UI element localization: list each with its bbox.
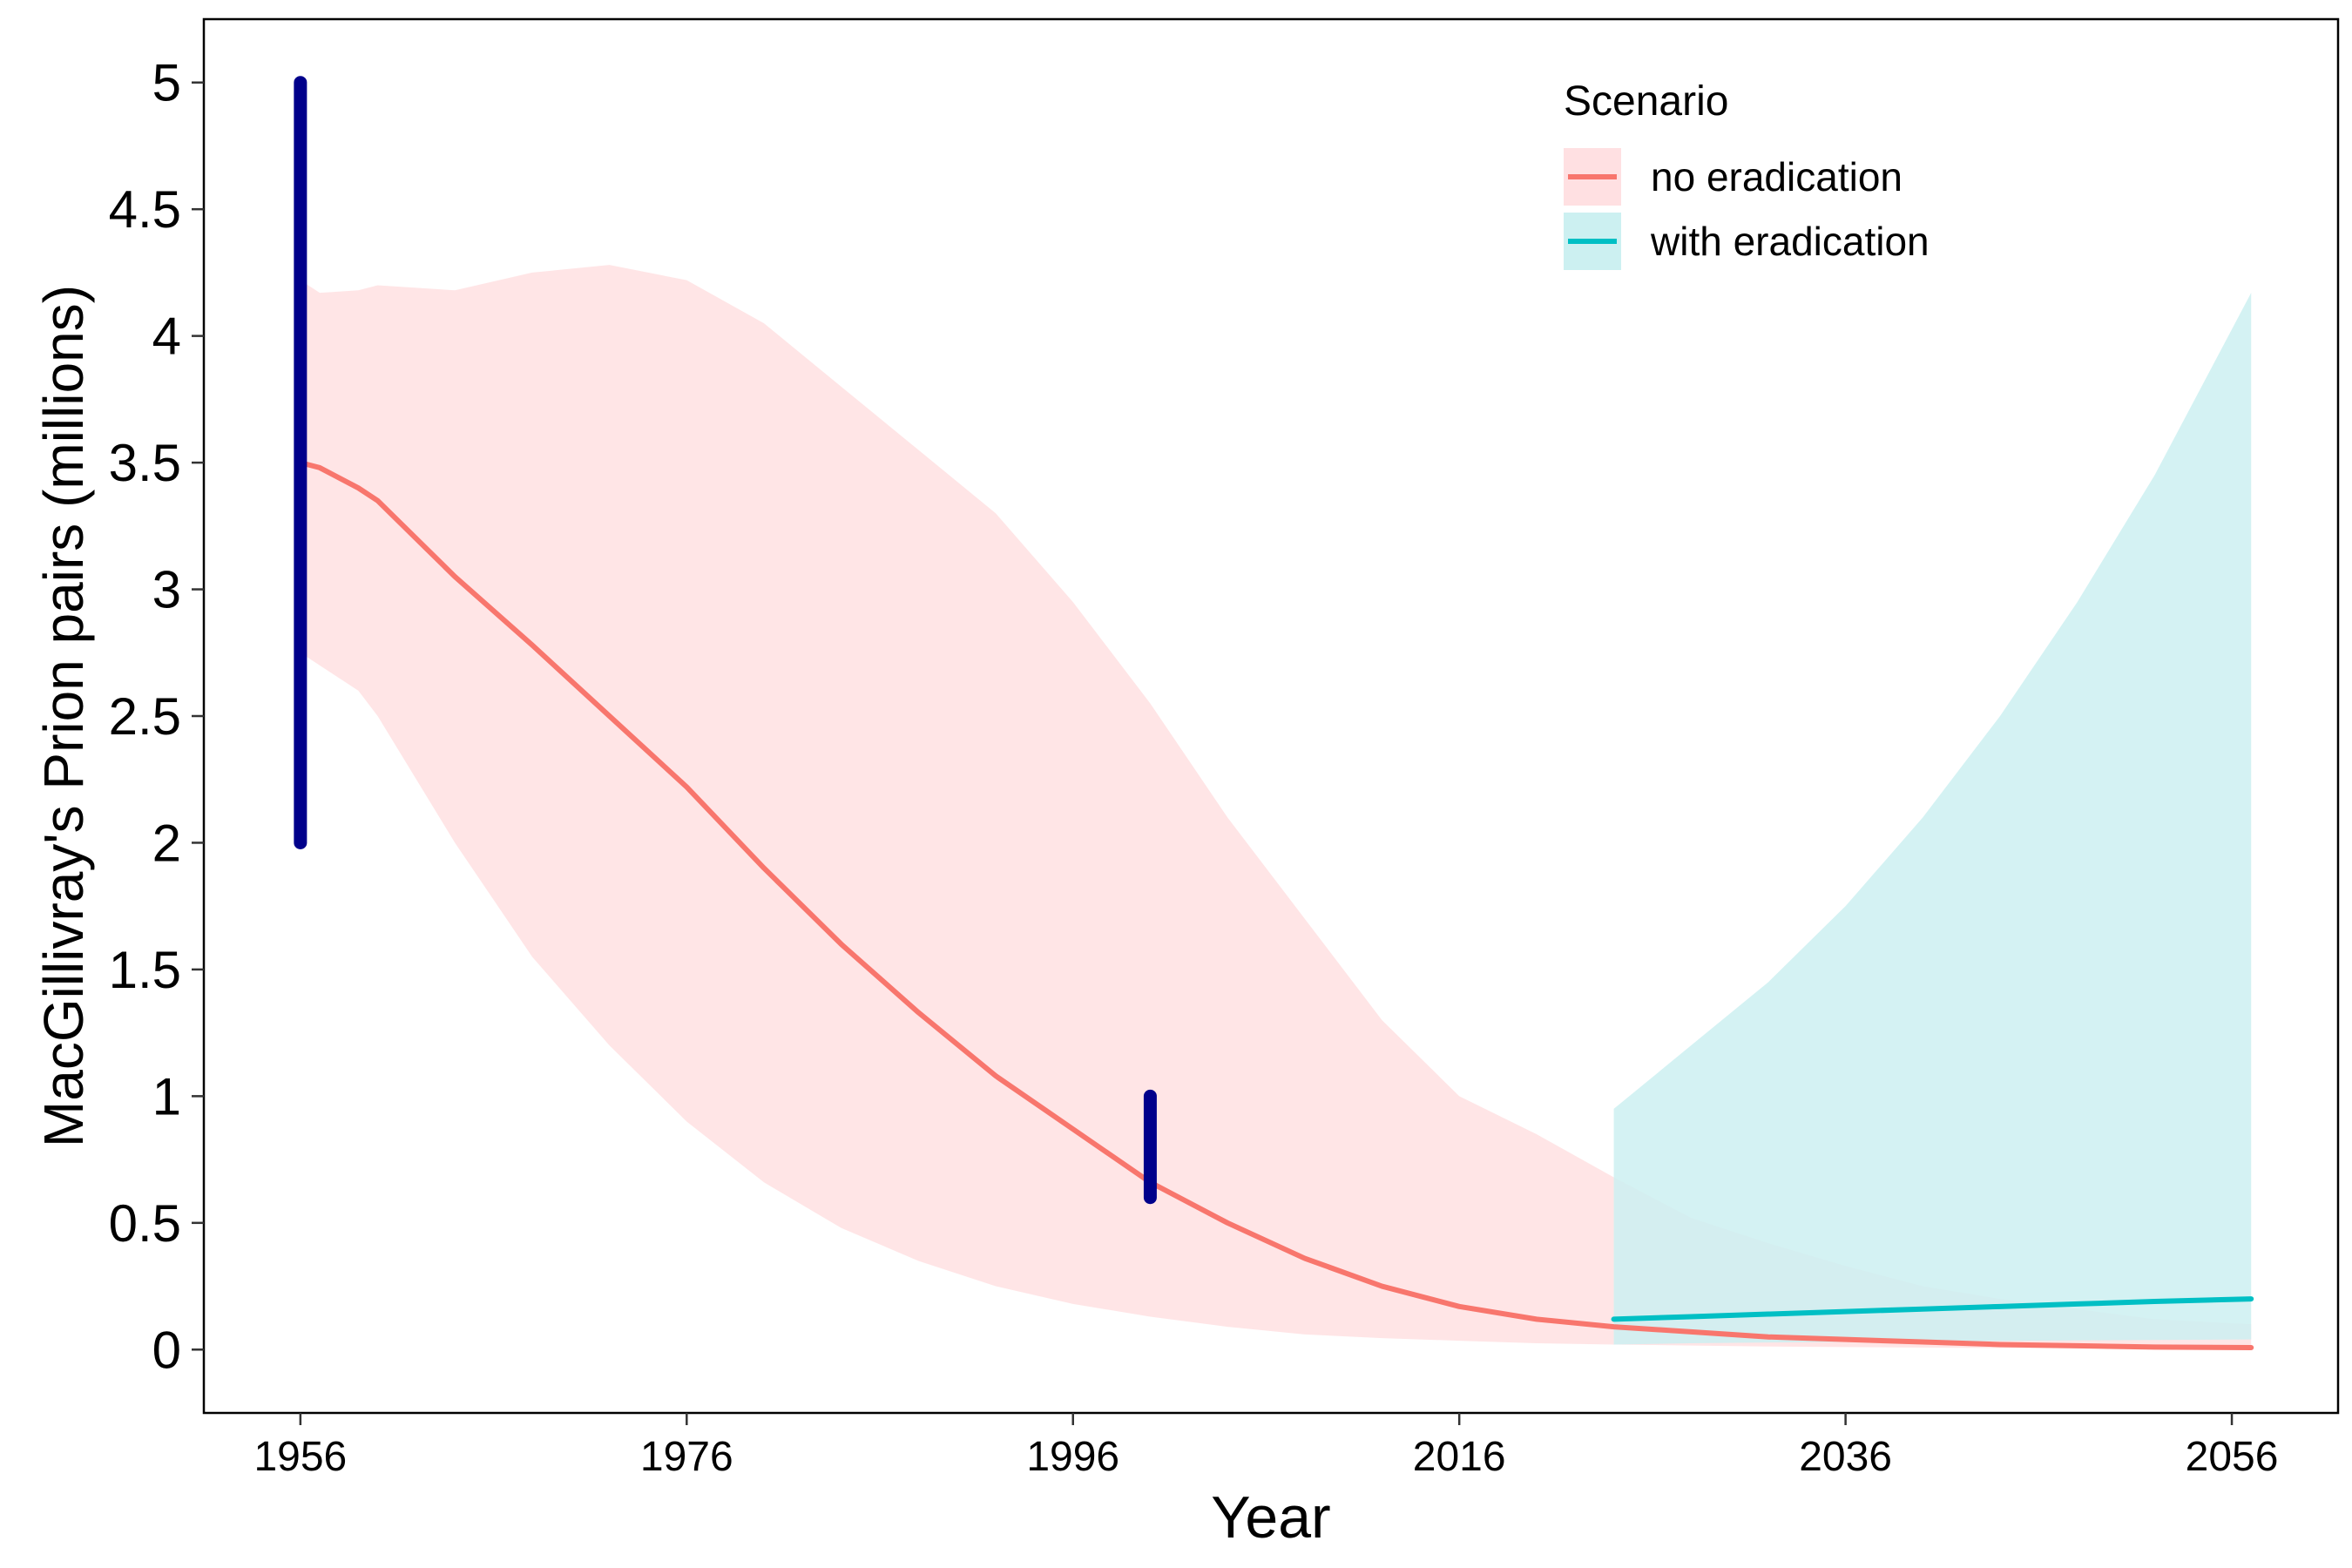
series-line-no-eradication bbox=[297, 460, 2254, 1350]
y-tick-label: 5 bbox=[152, 54, 181, 112]
x-tick-label: 1996 bbox=[1026, 1434, 1119, 1480]
series-line-with-eradication bbox=[1611, 1296, 2254, 1322]
x-tick-label: 1976 bbox=[640, 1434, 733, 1480]
y-tick-label: 3 bbox=[152, 561, 181, 619]
y-axis-title: MacGillivray's Prion pairs (millions) bbox=[32, 285, 95, 1147]
y-tick-label: 0 bbox=[152, 1321, 181, 1379]
legend-title: Scenario bbox=[1564, 78, 1728, 125]
y-tick-label: 0.5 bbox=[109, 1194, 181, 1253]
legend-label-no-eradication: no eradication bbox=[1651, 154, 1903, 199]
y-tick-label: 3.5 bbox=[109, 434, 181, 492]
band-with-eradication bbox=[1613, 293, 2252, 1345]
band-no-eradication bbox=[300, 265, 2252, 1349]
y-tick-label: 2 bbox=[152, 814, 181, 872]
x-tick-label: 2036 bbox=[1799, 1434, 1892, 1480]
y-tick-label: 1 bbox=[152, 1067, 181, 1125]
plot-area bbox=[294, 76, 2254, 1350]
y-tick-label: 1.5 bbox=[109, 941, 181, 999]
y-tick-label: 4.5 bbox=[109, 180, 181, 239]
x-tick-label: 2016 bbox=[1413, 1434, 1506, 1480]
x-tick-label: 1956 bbox=[253, 1434, 347, 1480]
axes: 0 0.5 1 1.5 2 2.5 3 3.5 4 4.5 5 1956 1976 1996 2016 203… bbox=[109, 54, 2279, 1480]
y-tick-label: 2.5 bbox=[109, 687, 181, 746]
legend-label-with-eradication: with eradication bbox=[1650, 219, 1930, 264]
x-axis-title: Year bbox=[1211, 1484, 1330, 1551]
legend: Scenario no eradication with eradication bbox=[1564, 78, 1930, 270]
y-tick-label: 4 bbox=[152, 308, 181, 366]
x-tick-label: 2056 bbox=[2186, 1434, 2279, 1480]
